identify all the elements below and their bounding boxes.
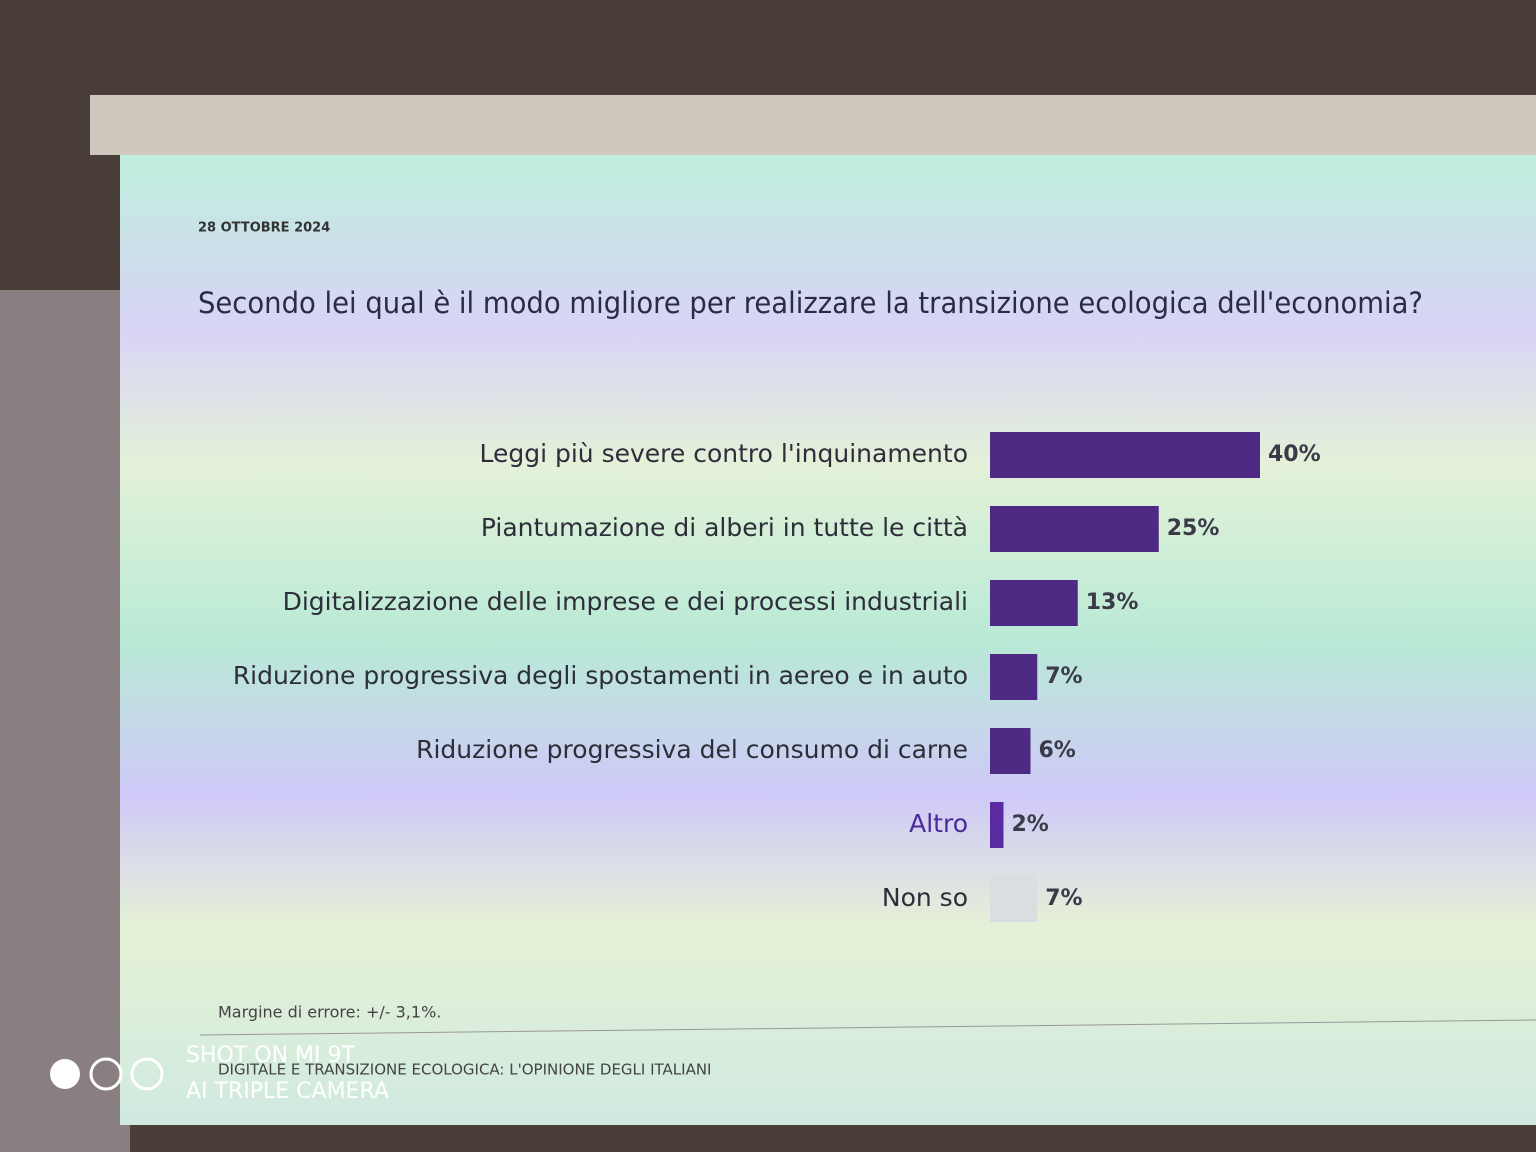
watermark: SHOT ON MI 9T <box>186 1043 355 1068</box>
value-label: 7% <box>1045 886 1082 911</box>
value-label: 13% <box>1086 590 1139 615</box>
bar <box>990 876 1038 922</box>
category-label: Non so <box>882 883 968 912</box>
value-label: 7% <box>1045 664 1082 689</box>
value-label: 6% <box>1039 738 1076 763</box>
watermark-dot <box>89 1057 123 1091</box>
bar <box>990 802 1004 848</box>
bar <box>990 654 1038 700</box>
bar <box>990 728 1031 774</box>
bar <box>990 506 1159 552</box>
note: Margine di errore: +/- 3,1%. <box>218 1003 441 1022</box>
screen-frame <box>90 95 1536 155</box>
slide <box>120 155 1536 1125</box>
watermark: AI TRIPLE CAMERA <box>186 1079 389 1104</box>
chart-title: Secondo lei qual è il modo migliore per … <box>198 286 1423 320</box>
category-label: Riduzione progressiva del consumo di car… <box>416 735 968 764</box>
footer-rule <box>199 1019 1536 1036</box>
category-label: Piantumazione di alberi in tutte le citt… <box>481 513 968 542</box>
watermark-dot <box>50 1059 80 1089</box>
category-label: Riduzione progressiva degli spostamenti … <box>233 661 968 690</box>
value-label: 2% <box>1012 812 1049 837</box>
value-label: 40% <box>1268 442 1321 467</box>
bar <box>990 432 1260 478</box>
watermark-dot <box>130 1057 164 1091</box>
value-label: 25% <box>1167 516 1220 541</box>
footer: DIGITALE E TRANSIZIONE ECOLOGICA: L'OPIN… <box>218 1061 711 1079</box>
bar <box>990 580 1078 626</box>
backdrop <box>0 290 130 1152</box>
date: 28 OTTOBRE 2024 <box>198 221 330 236</box>
category-label: Digitalizzazione delle imprese e dei pro… <box>283 587 968 616</box>
category-label: Altro <box>909 809 968 838</box>
category-label: Leggi più severe contro l'inquinamento <box>479 439 968 468</box>
